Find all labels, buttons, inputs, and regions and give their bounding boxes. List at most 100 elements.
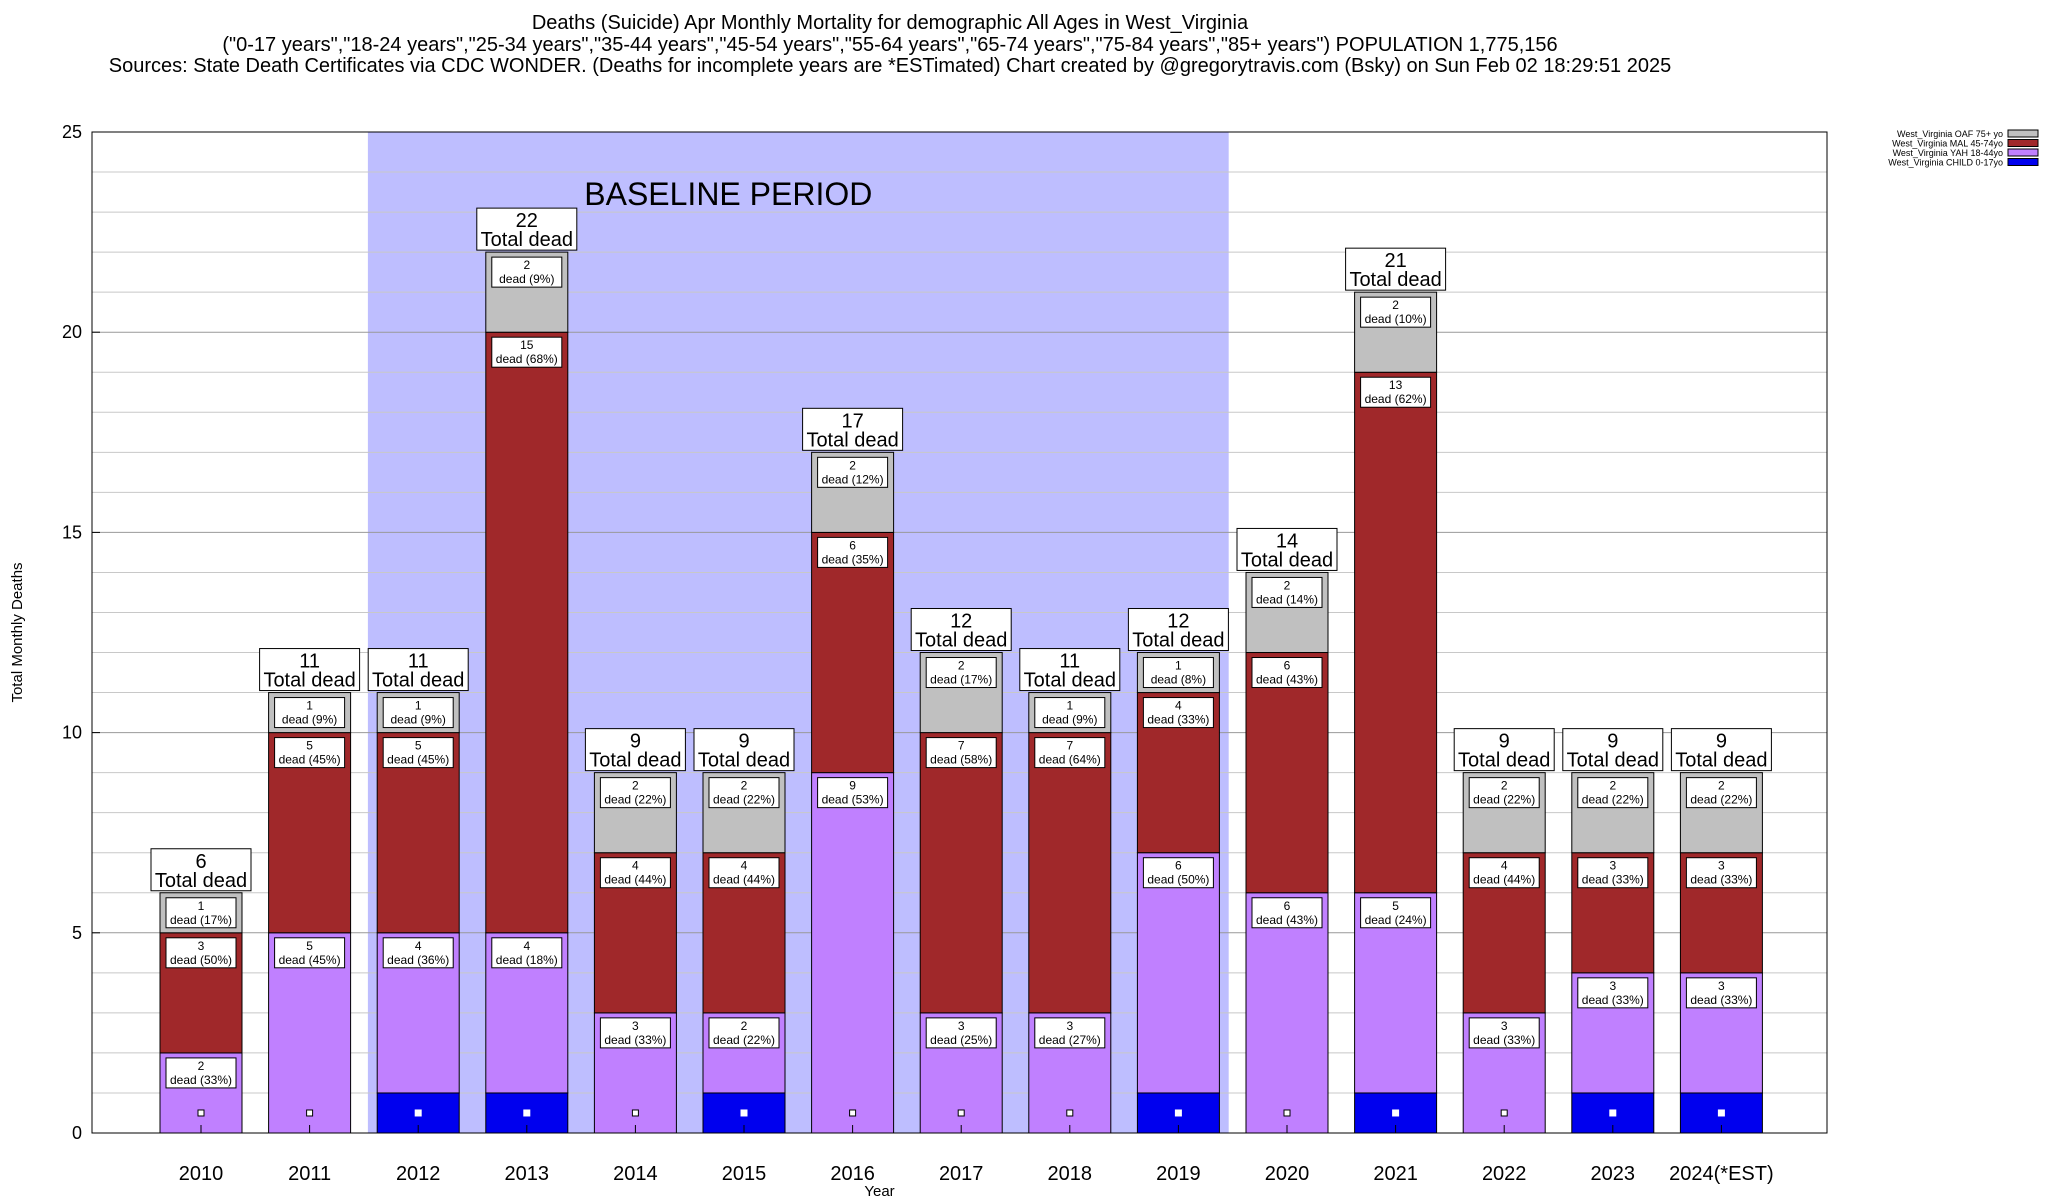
segment-count-label: 2 xyxy=(741,1019,748,1033)
segment-count-label: 4 xyxy=(741,859,748,873)
segment-count-label: 3 xyxy=(1609,979,1616,993)
child-marker xyxy=(957,1109,965,1117)
segment-pct-label: dead (22%) xyxy=(713,793,775,807)
legend-label: West_Virginia MAL 45-74yo xyxy=(1892,139,2003,149)
segment-count-label: 2 xyxy=(1392,298,1399,312)
segment-count-label: 2 xyxy=(632,779,639,793)
segment-label-box xyxy=(708,1017,780,1049)
total-label-box xyxy=(1019,648,1121,692)
segment-pct-label: dead (33%) xyxy=(1147,713,1209,727)
segment-label-box xyxy=(274,697,346,729)
segment-count-label: 5 xyxy=(306,939,313,953)
total-label-box xyxy=(1453,728,1555,772)
segment-label-box xyxy=(1251,897,1323,929)
segment-count-label: 2 xyxy=(523,258,530,272)
segment-count-label: 6 xyxy=(849,538,856,552)
segment-label-box xyxy=(817,777,889,809)
segment-count-label: 3 xyxy=(1609,859,1616,873)
segment-label-box xyxy=(165,1057,237,1089)
child-marker xyxy=(849,1109,857,1117)
segment-count-label: 2 xyxy=(198,1059,205,1073)
segment-label-box xyxy=(1468,1017,1540,1049)
segment-label-box xyxy=(599,1017,671,1049)
segment-pct-label: dead (22%) xyxy=(1690,793,1752,807)
total-count-label: 12 xyxy=(1167,611,1189,633)
total-label-box xyxy=(693,728,795,772)
segment-count-label: 4 xyxy=(1501,859,1508,873)
segment-count-label: 1 xyxy=(415,699,422,713)
segment-label-box xyxy=(1685,977,1757,1009)
total-count-label: 11 xyxy=(1059,651,1080,673)
segment-count-label: 3 xyxy=(632,1019,639,1033)
segment-label-box xyxy=(599,857,671,889)
bar-segment xyxy=(1245,652,1329,894)
total-suffix-label: Total dead xyxy=(1349,269,1441,291)
legend-swatch xyxy=(2007,158,2039,166)
baseline-period-label: BASELINE PERIOD xyxy=(584,176,872,212)
segment-label-box xyxy=(491,256,563,288)
segment-label-box xyxy=(599,777,671,809)
segment-count-label: 3 xyxy=(1718,859,1725,873)
segment-pct-label: dead (44%) xyxy=(1473,873,1535,887)
segment-pct-label: dead (25%) xyxy=(930,1033,992,1047)
total-label-box xyxy=(1562,728,1664,772)
plot-frame xyxy=(91,131,1828,1134)
segment-pct-label: dead (53%) xyxy=(822,793,884,807)
bar-segment xyxy=(811,772,895,1134)
total-count-label: 12 xyxy=(950,611,972,633)
segment-pct-label: dead (9%) xyxy=(282,713,337,727)
segment-pct-label: dead (33%) xyxy=(1690,873,1752,887)
segment-label-box xyxy=(1360,296,1432,328)
segment-label-box xyxy=(925,1017,997,1049)
segment-count-label: 3 xyxy=(1066,1019,1073,1033)
child-marker xyxy=(523,1109,531,1117)
y-tick-label: 25 xyxy=(62,122,82,142)
child-marker xyxy=(197,1109,205,1117)
segment-pct-label: dead (24%) xyxy=(1365,913,1427,927)
segment-label-box xyxy=(1251,657,1323,689)
segment-label-box xyxy=(708,777,780,809)
segment-pct-label: dead (33%) xyxy=(604,1033,666,1047)
segment-count-label: 4 xyxy=(632,859,639,873)
legend-swatch xyxy=(2007,129,2039,138)
y-tick-label: 15 xyxy=(62,522,82,542)
y-axis-label: Total Monthly Deaths xyxy=(9,562,26,702)
segment-label-box xyxy=(1468,857,1540,889)
total-count-label: 22 xyxy=(516,210,538,232)
total-count-label: 9 xyxy=(1716,731,1727,753)
x-tick-label: 2024(*EST) xyxy=(1669,1163,1774,1185)
x-tick-label: 2016 xyxy=(830,1163,875,1185)
total-suffix-label: Total dead xyxy=(1241,549,1333,571)
segment-pct-label: dead (43%) xyxy=(1256,673,1318,687)
segment-label-box xyxy=(1251,576,1323,608)
total-count-label: 9 xyxy=(738,731,749,753)
segment-label-box xyxy=(1034,697,1106,729)
segment-count-label: 1 xyxy=(1175,659,1182,673)
total-count-label: 14 xyxy=(1276,530,1298,552)
segment-label-box xyxy=(1142,697,1214,729)
segment-count-label: 3 xyxy=(1501,1019,1508,1033)
segment-pct-label: dead (17%) xyxy=(930,673,992,687)
segment-pct-label: dead (22%) xyxy=(1582,793,1644,807)
bar-segment xyxy=(485,331,569,934)
segment-label-box xyxy=(1034,1017,1106,1049)
total-label-box xyxy=(476,207,578,251)
total-count-label: 9 xyxy=(1499,731,1510,753)
bar-segment xyxy=(811,531,895,774)
bar-segment xyxy=(1136,852,1220,1094)
segment-pct-label: dead (45%) xyxy=(279,753,341,767)
segment-pct-label: dead (62%) xyxy=(1365,392,1427,406)
x-tick-label: 2015 xyxy=(722,1163,767,1185)
total-suffix-label: Total dead xyxy=(372,670,464,692)
x-tick-label: 2013 xyxy=(505,1163,550,1185)
segment-count-label: 9 xyxy=(849,779,856,793)
segment-count-label: 4 xyxy=(415,939,422,953)
legend-swatch xyxy=(2007,148,2039,157)
segment-label-box xyxy=(925,737,997,769)
segment-label-box xyxy=(274,937,346,969)
total-count-label: 11 xyxy=(408,651,429,673)
segment-label-box xyxy=(817,536,889,568)
bar-segment xyxy=(1028,732,1112,1014)
total-label-box xyxy=(259,648,361,692)
total-label-box xyxy=(1345,247,1447,291)
